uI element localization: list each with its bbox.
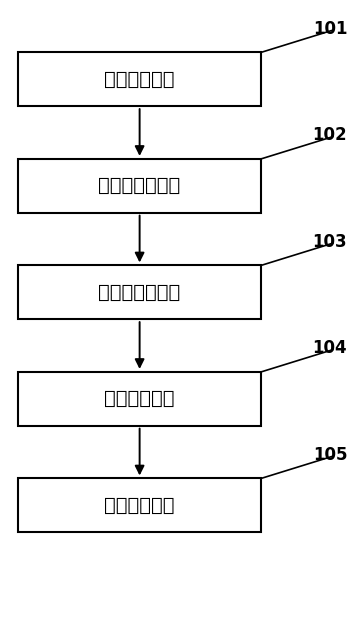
- Bar: [18, 372, 261, 426]
- Text: 主加砂阶段施工: 主加砂阶段施工: [98, 283, 181, 302]
- Bar: [18, 266, 261, 320]
- Text: 103: 103: [313, 233, 347, 251]
- Text: 施工压力监控: 施工压力监控: [105, 496, 175, 515]
- Text: 进行工艺设计: 进行工艺设计: [105, 70, 175, 89]
- Text: 101: 101: [313, 20, 347, 38]
- Text: 104: 104: [313, 339, 347, 358]
- Text: 压裂现场施工: 压裂现场施工: [105, 389, 175, 408]
- Bar: [18, 52, 261, 106]
- Text: 105: 105: [313, 446, 347, 464]
- Text: 102: 102: [313, 126, 347, 145]
- Bar: [18, 159, 261, 213]
- Bar: [18, 479, 261, 533]
- Text: 前置液用量优化: 前置液用量优化: [98, 176, 181, 195]
